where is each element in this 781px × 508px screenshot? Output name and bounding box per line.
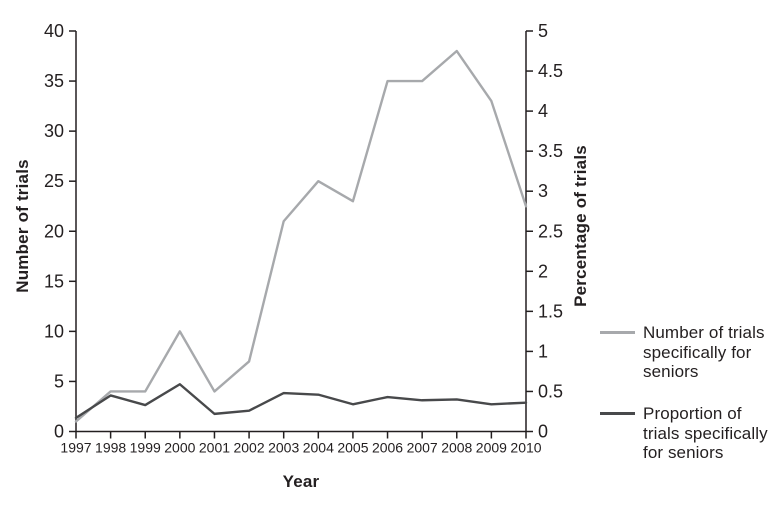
series-line-proportion-of-trials	[74, 383, 528, 420]
x-tick-label: 2005	[337, 440, 368, 456]
y-right-tick-label: 5	[538, 21, 548, 41]
legend-item-number-of-trials: Number of trials specifically for senior…	[600, 323, 775, 382]
legend-label-proportion-of-trials: Proportion of trials specifically for se…	[643, 404, 768, 462]
x-tick-label: 2004	[303, 440, 334, 456]
y-axis-title-right: Percentage of trials	[571, 145, 590, 307]
y-right-tick-label: 3.5	[538, 141, 563, 161]
x-tick-label: 2010	[510, 440, 541, 456]
y-left-tick-label: 25	[44, 171, 64, 191]
y-right-tick-label: 2.5	[538, 221, 563, 241]
x-tick-label: 2007	[407, 440, 438, 456]
y-right-tick-label: 1	[538, 341, 548, 361]
y-right-tick-label: 0	[538, 422, 548, 442]
y-left-tick-label: 10	[44, 321, 64, 341]
y-right-tick-label: 0.5	[538, 381, 563, 401]
x-axis-title: Year	[282, 472, 320, 491]
y-left-tick-label: 0	[54, 422, 64, 442]
y-right-tick-label: 1.5	[538, 301, 563, 321]
x-tick-label: 2006	[372, 440, 403, 456]
y-left-tick-label: 40	[44, 21, 64, 41]
y-right-tick-label: 3	[538, 181, 548, 201]
y-left-tick-label: 30	[44, 121, 64, 141]
x-tick-label: 1998	[95, 440, 126, 456]
y-left-tick-label: 5	[54, 371, 64, 391]
y-axis-title-left: Number of trials	[13, 159, 32, 293]
y-left-tick-label: 20	[44, 221, 64, 241]
y-left-tick-label: 15	[44, 271, 64, 291]
legend-item-proportion-of-trials: Proportion of trials specifically for se…	[600, 404, 775, 463]
y-right-tick-label: 2	[538, 261, 548, 281]
x-tick-label: 2000	[164, 440, 195, 456]
x-tick-label: 2009	[476, 440, 507, 456]
legend-swatch-dark-line	[600, 412, 635, 415]
y-left-tick-label: 35	[44, 71, 64, 91]
y-right-tick-label: 4.5	[538, 61, 563, 81]
legend-label-number-of-trials: Number of trials specifically for senior…	[643, 323, 765, 381]
legend-swatch-gray-line	[600, 331, 635, 334]
series-line-number-of-trials	[74, 49, 528, 423]
x-tick-label: 2001	[199, 440, 230, 456]
x-tick-label: 2003	[268, 440, 299, 456]
x-tick-label: 2002	[233, 440, 264, 456]
y-right-tick-label: 4	[538, 101, 548, 121]
x-tick-label: 1997	[60, 440, 91, 456]
x-tick-label: 2008	[441, 440, 472, 456]
x-tick-label: 1999	[130, 440, 161, 456]
